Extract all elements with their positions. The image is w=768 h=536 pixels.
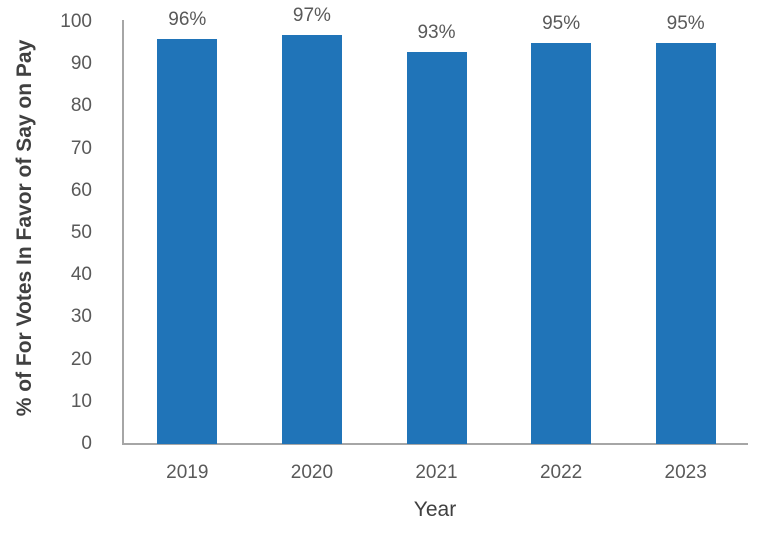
bar-value-label: 95%	[666, 13, 705, 35]
bar-value-label: 95%	[542, 13, 581, 35]
x-tick-label: 2023	[664, 462, 707, 483]
bar-2019	[157, 38, 218, 444]
x-tick-label: 2019	[166, 462, 209, 483]
y-tick-label: 100	[60, 11, 92, 32]
y-tick-label: 30	[70, 306, 92, 328]
bar-2021	[406, 51, 467, 444]
y-tick-label: 40	[70, 264, 92, 286]
y-tick-label: 80	[70, 95, 92, 117]
x-axis-title: Year	[413, 498, 457, 521]
y-tick-label: 90	[70, 53, 92, 75]
y-tick-label: 50	[70, 222, 92, 243]
y-tick-label: 20	[70, 348, 92, 370]
y-tick-label: 0	[81, 433, 92, 454]
y-tick-label: 70	[70, 137, 92, 159]
bar-2020	[281, 34, 342, 444]
x-tick-label: 2022	[539, 462, 583, 483]
y-tick-label: 60	[70, 179, 92, 201]
bar-2022	[531, 43, 592, 444]
x-tick-label: 2021	[415, 462, 458, 483]
y-axis-line	[122, 20, 124, 444]
bar-value-label: 97%	[292, 4, 331, 26]
bar-value-label: 96%	[168, 8, 207, 30]
y-tick-label: 10	[70, 390, 92, 412]
x-axis-line	[122, 443, 748, 445]
bar-2023	[655, 43, 716, 444]
x-tick-label: 2020	[290, 462, 334, 483]
bar-value-label: 93%	[417, 21, 456, 43]
